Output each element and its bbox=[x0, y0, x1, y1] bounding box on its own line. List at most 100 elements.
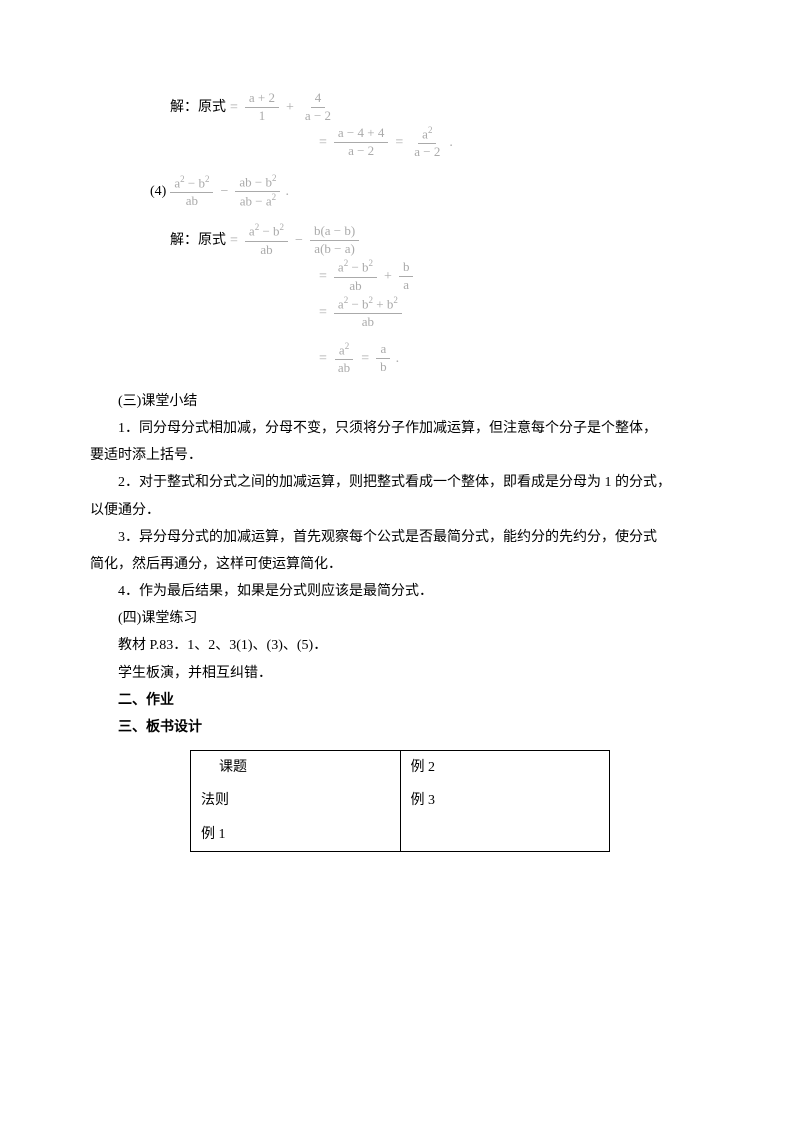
cell-empty bbox=[400, 818, 610, 852]
denominator: a − 2 bbox=[344, 143, 378, 160]
denominator: ab bbox=[256, 242, 276, 259]
problem-4: (4) a2 − b2 ab − ab − b2 ab − a2 . bbox=[150, 173, 710, 210]
section-3-heading: (三)课堂小结 bbox=[90, 389, 710, 414]
numerator: a − 4 + 4 bbox=[334, 125, 388, 143]
denominator: ab − a2 bbox=[236, 192, 280, 210]
fraction: a2 ab bbox=[334, 341, 354, 377]
problem-label: (4) bbox=[150, 179, 166, 204]
numerator: a2 − b2 bbox=[334, 258, 377, 277]
numerator: a bbox=[376, 341, 390, 359]
equals: = bbox=[319, 300, 327, 325]
fraction: a2 − b2 ab bbox=[334, 258, 377, 294]
board-design-heading: 三、板书设计 bbox=[90, 715, 710, 740]
s4-line1: 解：原式 = a2 − b2 ab − b(a − b) a(b − a) bbox=[170, 222, 710, 258]
s4-line3: = a2 − b2 + b2 ab bbox=[315, 295, 710, 331]
summary-point-1: 1．同分母分式相加减，分母不变，只须将分子作加减运算，但注意每个分子是个整体， bbox=[90, 416, 710, 441]
solve-label: 解：原式 bbox=[170, 95, 226, 120]
math-solution-4: 解：原式 = a2 − b2 ab − b(a − b) a(b − a) = … bbox=[170, 222, 710, 376]
problem4-statement: (4) a2 − b2 ab − ab − b2 ab − a2 . bbox=[150, 173, 710, 210]
denominator: a − 2 bbox=[410, 144, 444, 161]
numerator: 4 bbox=[311, 90, 326, 108]
plus: + bbox=[384, 264, 392, 289]
plus: + bbox=[286, 95, 294, 120]
exponent: 2 bbox=[280, 222, 285, 232]
equals: = bbox=[361, 346, 369, 371]
cell-ex2: 例 2 bbox=[400, 751, 610, 785]
denominator: ab bbox=[345, 278, 365, 295]
summary-point-3-cont: 简化，然后再通分，这样可使运算简化． bbox=[90, 552, 710, 577]
fraction: a b bbox=[376, 341, 391, 376]
term: − b bbox=[348, 296, 368, 311]
exponent: 2 bbox=[428, 125, 433, 135]
student-note: 学生板演，并相互纠错． bbox=[90, 661, 710, 686]
cell-topic: 课题 bbox=[191, 751, 401, 785]
equals: = bbox=[319, 130, 327, 155]
summary-point-4: 4．作为最后结果，如果是分式则应该是最简分式． bbox=[90, 579, 710, 604]
denominator: 1 bbox=[255, 108, 270, 125]
exponent: 2 bbox=[272, 192, 277, 202]
term: − b bbox=[259, 224, 279, 239]
s4-line4: = a2 ab = a b . bbox=[315, 341, 710, 377]
summary-point-1-cont: 要适时添上括号． bbox=[90, 443, 710, 468]
exponent: 2 bbox=[205, 174, 210, 184]
fraction: a2 − b2 ab bbox=[245, 222, 288, 258]
table-row: 例 1 bbox=[191, 818, 610, 852]
equals: = bbox=[395, 130, 403, 155]
term: ab − a bbox=[240, 193, 272, 208]
numerator: a2 bbox=[418, 125, 436, 144]
eq3-line2: = a − 4 + 4 a − 2 = a2 a − 2 . bbox=[315, 125, 710, 161]
numerator: a2 − b2 + b2 bbox=[334, 295, 402, 314]
numerator: ab − b2 bbox=[235, 173, 280, 192]
exponent: 2 bbox=[393, 295, 398, 305]
term: ab − b bbox=[239, 174, 272, 189]
period: . bbox=[449, 130, 453, 155]
minus: − bbox=[295, 228, 303, 253]
eq3-line1: 解：原式 = a + 2 1 + 4 a − 2 bbox=[170, 90, 710, 125]
exponent: 2 bbox=[369, 258, 374, 268]
fraction: 4 a − 2 bbox=[301, 90, 335, 125]
summary-point-2-cont: 以便通分． bbox=[90, 498, 710, 523]
fraction: a2 a − 2 bbox=[410, 125, 444, 161]
minus: − bbox=[220, 179, 228, 204]
numerator: a + 2 bbox=[245, 90, 279, 108]
fraction: b a bbox=[399, 259, 414, 294]
denominator: ab bbox=[334, 360, 354, 377]
denominator: ab bbox=[358, 314, 378, 331]
table-row: 法则 例 3 bbox=[191, 784, 610, 817]
math-solution-3: 解：原式 = a + 2 1 + 4 a − 2 = a − 4 + 4 a −… bbox=[170, 90, 710, 161]
denominator: a bbox=[399, 277, 413, 294]
denominator: a − 2 bbox=[301, 108, 335, 125]
numerator: a2 − b2 bbox=[245, 222, 288, 241]
table-row: 课题 例 2 bbox=[191, 751, 610, 785]
section-4-heading: (四)课堂练习 bbox=[90, 606, 710, 631]
fraction: ab − b2 ab − a2 bbox=[235, 173, 280, 210]
cell-rule: 法则 bbox=[191, 784, 401, 817]
numerator: a2 bbox=[335, 341, 353, 360]
board-design-table: 课题 例 2 法则 例 3 例 1 bbox=[190, 750, 610, 852]
fraction: a − 4 + 4 a − 2 bbox=[334, 125, 388, 160]
period: . bbox=[285, 179, 289, 204]
exponent: 2 bbox=[272, 173, 277, 183]
fraction: a2 − b2 + b2 ab bbox=[334, 295, 402, 331]
term: − b bbox=[185, 175, 205, 190]
exponent: 2 bbox=[345, 341, 350, 351]
denominator: ab bbox=[182, 193, 202, 210]
cell-ex1: 例 1 bbox=[191, 818, 401, 852]
denominator: b bbox=[376, 359, 391, 376]
homework-heading: 二、作业 bbox=[90, 688, 710, 713]
summary-point-2: 2．对于整式和分式之间的加减运算，则把整式看成一个整体，即看成是分母为 1 的分… bbox=[90, 470, 710, 495]
solve-label: 解：原式 bbox=[170, 228, 226, 253]
equals: = bbox=[319, 346, 327, 371]
s4-line2: = a2 − b2 ab + b a bbox=[315, 258, 710, 294]
term: + b bbox=[373, 296, 393, 311]
summary-point-3: 3．异分母分式的加减运算，首先观察每个公式是否最简分式，能约分的先约分，使分式 bbox=[90, 525, 710, 550]
practice-ref: 教材 P.83．1、2、3(1)、(3)、(5)． bbox=[90, 633, 710, 658]
equals: = bbox=[230, 95, 238, 120]
fraction: a + 2 1 bbox=[245, 90, 279, 125]
numerator: b(a − b) bbox=[310, 223, 359, 241]
cell-ex3: 例 3 bbox=[400, 784, 610, 817]
fraction: a2 − b2 ab bbox=[170, 174, 213, 210]
fraction: b(a − b) a(b − a) bbox=[310, 223, 359, 258]
term: − b bbox=[348, 260, 368, 275]
period: . bbox=[396, 346, 400, 371]
